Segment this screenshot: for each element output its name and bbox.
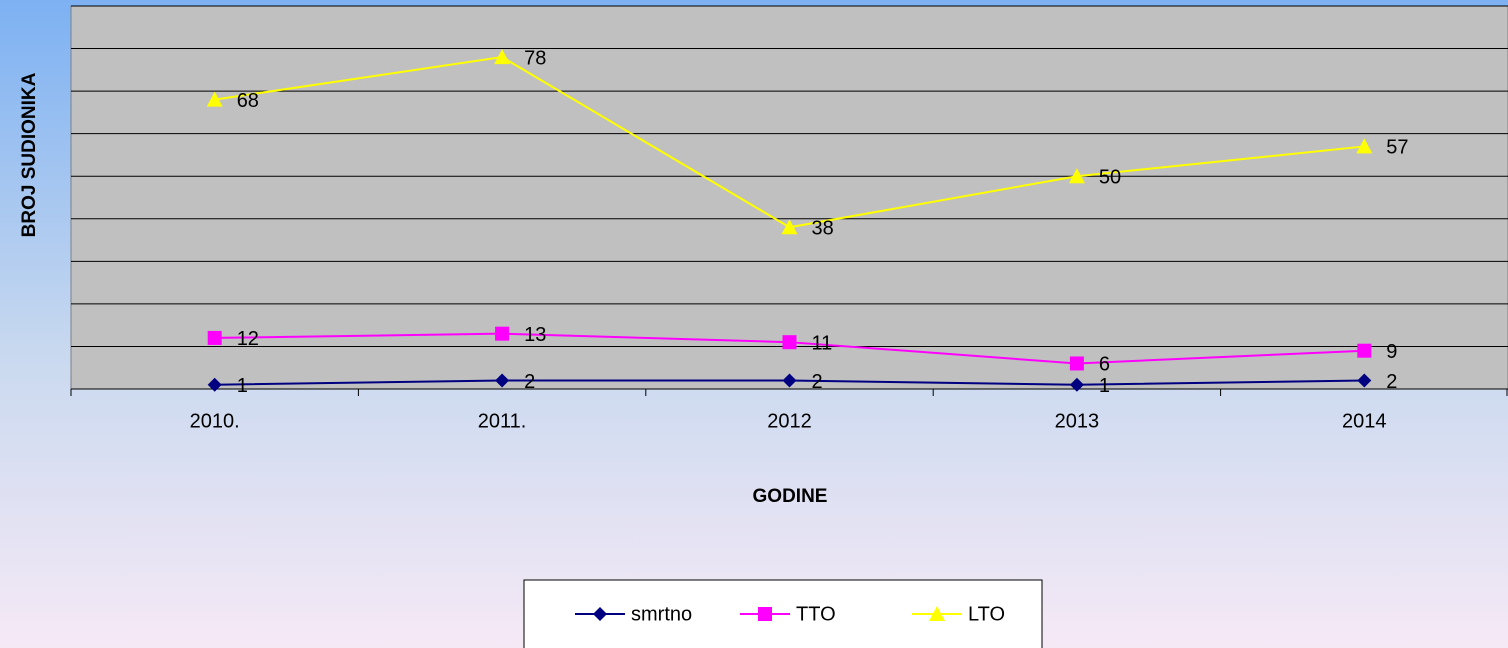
data-label: 1	[237, 375, 248, 397]
data-label: 50	[1099, 167, 1121, 189]
data-point	[782, 335, 797, 350]
data-label: 9	[1386, 341, 1397, 363]
x-axis-label: GODINE	[753, 486, 828, 507]
legend-label: TTO	[796, 603, 836, 625]
x-tick-label: 2012	[767, 410, 812, 432]
data-point	[782, 373, 797, 388]
data-point	[781, 219, 798, 235]
data-label: 2	[524, 371, 535, 393]
plot-area	[70, 5, 1508, 390]
data-point	[1356, 138, 1373, 154]
data-point	[495, 326, 510, 341]
data-point	[207, 377, 222, 392]
data-point	[207, 330, 222, 345]
legend-label: smrtno	[631, 603, 692, 625]
data-label: 1	[1099, 375, 1110, 397]
data-label: 38	[812, 218, 834, 240]
y-axis-label: BROJ SUDIONIKA	[19, 72, 40, 237]
legend-label: LTO	[968, 603, 1005, 625]
data-point	[1069, 356, 1084, 371]
data-point	[206, 91, 223, 107]
data-label: 68	[237, 90, 259, 112]
data-point	[1069, 377, 1084, 392]
data-point	[1068, 168, 1085, 184]
data-label: 78	[524, 47, 546, 69]
x-tick-label: 2014	[1342, 410, 1387, 432]
x-tick-label: 2011.	[478, 410, 527, 432]
data-label: 12	[237, 328, 259, 350]
data-point	[495, 373, 510, 388]
x-tick-label: 2010.	[190, 410, 240, 432]
data-label: 6	[1099, 354, 1110, 376]
legend-marker	[758, 607, 772, 621]
data-label: 57	[1386, 137, 1408, 159]
data-label: 2	[812, 371, 823, 393]
data-point	[494, 49, 511, 65]
data-label: 13	[524, 324, 546, 346]
data-point	[1357, 373, 1372, 388]
legend-marker	[929, 606, 945, 621]
data-point	[1357, 343, 1372, 358]
legend-marker	[593, 607, 607, 621]
data-label: 11	[812, 332, 833, 354]
x-tick-label: 2013	[1055, 410, 1100, 432]
data-label: 2	[1386, 371, 1397, 393]
